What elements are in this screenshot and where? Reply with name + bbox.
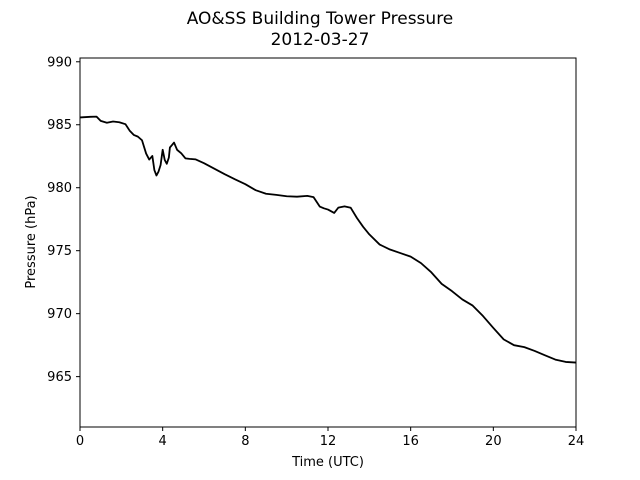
y-tick-label: 980: [47, 181, 72, 196]
y-tick-label: 985: [47, 118, 72, 133]
x-tick-label: 4: [159, 434, 167, 449]
x-tick-label: 24: [568, 434, 585, 449]
chart-title: AO&SS Building Tower Pressure: [187, 9, 454, 29]
x-tick-label: 0: [76, 434, 84, 449]
plot-frame: [79, 57, 577, 428]
y-tick-label: 970: [47, 307, 72, 322]
chart-subtitle: 2012-03-27: [271, 30, 370, 50]
y-axis-label: Pressure (hPa): [24, 195, 39, 288]
x-tick-label: 20: [485, 434, 502, 449]
pressure-series-line: [79, 115, 577, 364]
x-tick-label: 12: [320, 434, 337, 449]
x-tick-label: 8: [241, 434, 249, 449]
y-tick-label: 990: [47, 55, 72, 70]
y-tick-label: 975: [47, 244, 72, 259]
y-tick-label: 965: [47, 370, 72, 385]
x-tick-label: 16: [402, 434, 419, 449]
x-axis: 0 4 8 12 16 20 24: [76, 427, 584, 449]
plot-area: [79, 115, 577, 364]
x-axis-label: Time (UTC): [291, 455, 364, 470]
y-axis: 965 970 975 980 985 990: [47, 55, 80, 385]
